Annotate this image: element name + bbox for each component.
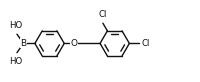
Text: Cl: Cl bbox=[141, 39, 149, 48]
Text: HO: HO bbox=[9, 57, 22, 66]
Text: B: B bbox=[20, 39, 26, 48]
Text: HO: HO bbox=[9, 21, 22, 30]
Text: O: O bbox=[70, 39, 77, 48]
Text: Cl: Cl bbox=[98, 10, 107, 19]
